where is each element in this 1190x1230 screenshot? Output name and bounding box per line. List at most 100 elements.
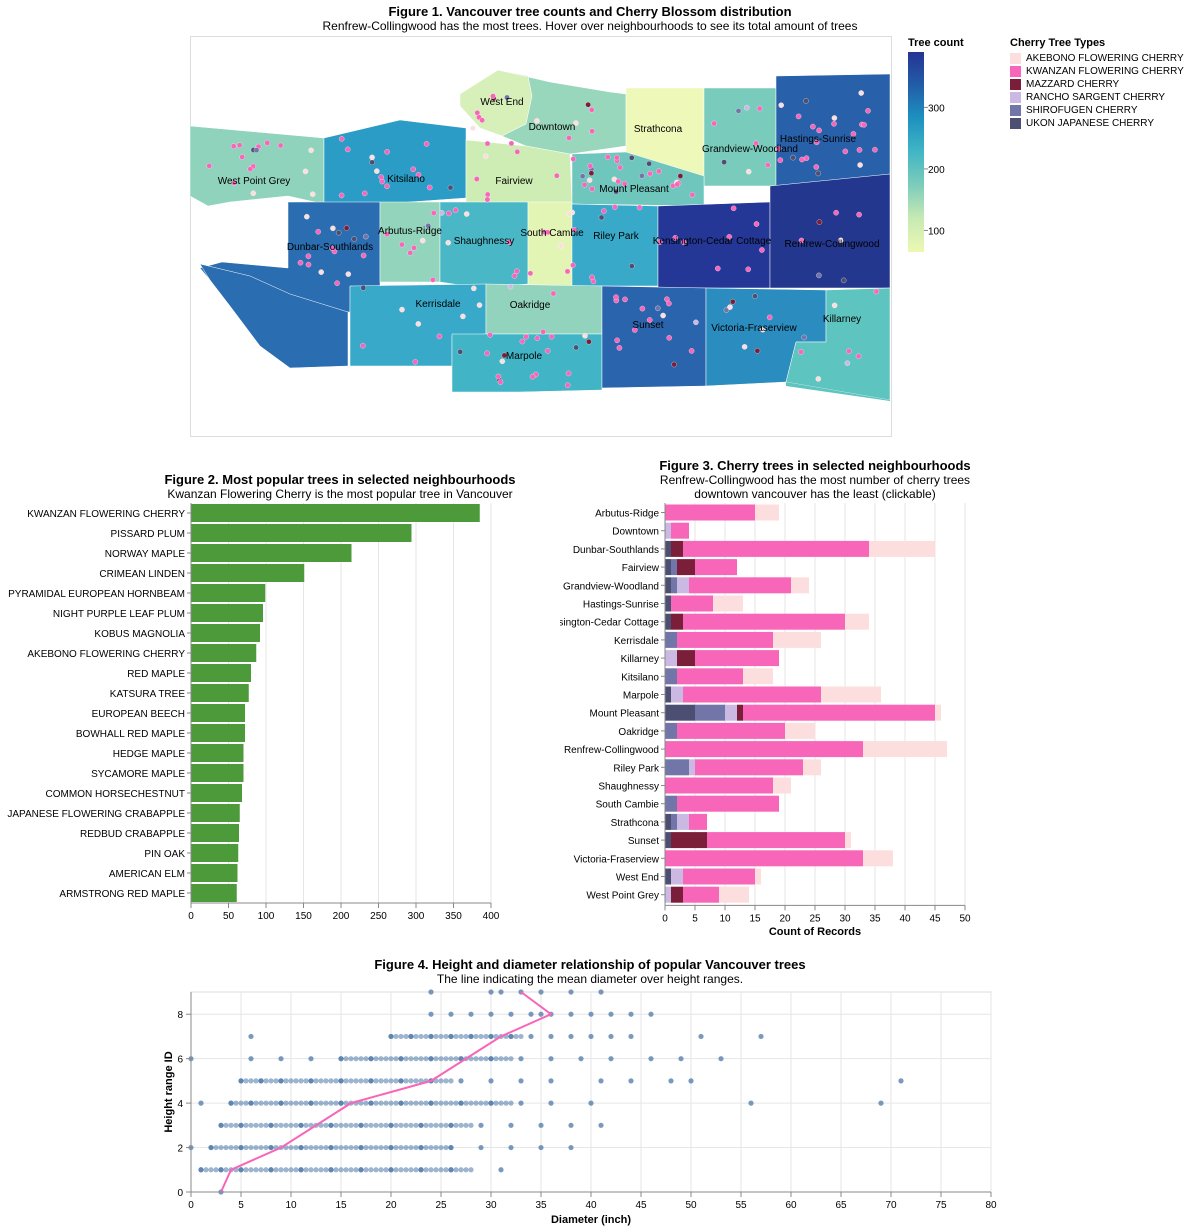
fig3-bar-segment[interactable] [863,850,893,867]
fig3-bar-segment[interactable] [677,559,695,576]
legend-label: AKEBONO FLOWERING CHERRY [1026,53,1184,64]
fig3-bar-segment[interactable] [719,886,749,903]
fig3-bar-segment[interactable] [665,504,755,521]
fig4-point [433,1122,439,1128]
cherry-type-legend-item[interactable]: AKEBONO FLOWERING CHERRY [1010,52,1184,65]
fig4-point [353,1056,359,1062]
fig3-bar-segment[interactable] [689,577,791,594]
cherry-type-legend-item[interactable]: UKON JAPANESE CHERRY [1010,117,1184,130]
fig3-bar-segment[interactable] [671,686,683,703]
fig4-point [448,1078,454,1084]
cherry-tree-dot [660,312,666,319]
fig3-bar-segment[interactable] [665,522,671,539]
region-label-shaughnessy: Shaughnessy [454,236,515,247]
cherry-type-legend-item[interactable]: RANCHO SARGENT CHERRY [1010,91,1184,104]
fig3-bar-segment[interactable] [665,704,695,721]
fig3-bar-segment[interactable] [869,540,935,557]
cherry-tree-dot [813,164,820,170]
fig3-bar-segment[interactable] [707,832,845,849]
fig3-bar-segment[interactable] [671,577,677,594]
fig3-bar-segment[interactable] [665,631,677,648]
fig3-bar-segment[interactable] [683,868,755,885]
cherry-type-legend-item[interactable]: SHIROFUGEN CHERRY [1010,104,1184,117]
fig3-bar-segment[interactable] [677,795,779,812]
fig3-bar-segment[interactable] [671,886,683,903]
fig4-y-axis-label: Height range ID [163,1051,175,1132]
fig3-bar-segment[interactable] [713,595,743,612]
fig3-bar-segment[interactable] [665,595,671,612]
fig3-bar-segment[interactable] [665,613,671,630]
fig3-bar-segment[interactable] [665,650,677,667]
fig3-bar-segment[interactable] [671,540,683,557]
fig3-bar-segment[interactable] [695,650,779,667]
cherry-type-legend-item[interactable]: KWANZAN FLOWERING CHERRY [1010,65,1184,78]
fig3-bar-segment[interactable] [671,522,689,539]
fig3-bar-segment[interactable] [863,741,947,758]
fig3-bar-segment[interactable] [665,795,677,812]
fig3-bar-segment[interactable] [845,832,851,849]
fig3-bar-segment[interactable] [743,668,773,685]
fig3-bar-segment[interactable] [677,577,689,594]
fig4-point [463,1167,469,1173]
fig3-bar-segment[interactable] [671,595,713,612]
fig3-bar-segment[interactable] [683,686,821,703]
fig3-bar-segment[interactable] [671,613,683,630]
fig3-bar-segment[interactable] [677,722,785,739]
fig4-point [293,1100,299,1106]
fig3-bar-segment[interactable] [665,741,863,758]
legend-label: UKON JAPANESE CHERRY [1026,118,1154,129]
fig2-subtitle: Kwanzan Flowering Cherry is the most pop… [167,487,513,501]
fig3-bar-segment[interactable] [773,631,821,648]
fig3-bar-segment[interactable] [665,759,689,776]
fig3-bar-segment[interactable] [665,686,671,703]
fig3-bar-segment[interactable] [665,868,671,885]
fig3-bar-segment[interactable] [677,668,743,685]
fig3-bar-segment[interactable] [737,704,743,721]
fig3-bar-segment[interactable] [689,759,695,776]
cherry-tree-dot [656,168,662,175]
fig3-bar-segment[interactable] [683,540,869,557]
fig3-bar-segment[interactable] [665,722,677,739]
fig3-bar-segment[interactable] [785,722,815,739]
fig3-bar-segment[interactable] [935,704,941,721]
cherry-tree-dot [666,335,672,341]
fig4-point [453,1167,459,1173]
fig3-bar-segment[interactable] [821,686,881,703]
fig3-bar-segment[interactable] [677,650,695,667]
cherry-type-legend-item[interactable]: MAZZARD CHERRY [1010,78,1184,91]
fig3-bar-segment[interactable] [671,559,677,576]
fig3-bar-segment[interactable] [695,704,725,721]
fig3-bar-segment[interactable] [755,868,761,885]
fig4-point [423,1167,429,1173]
fig3-bar-segment[interactable] [665,577,671,594]
fig3-bar-segment[interactable] [677,813,689,830]
fig3-bar-segment[interactable] [683,613,845,630]
fig3-bar-segment[interactable] [689,813,707,830]
fig3-bar-segment[interactable] [845,613,869,630]
fig4-point [283,1122,289,1128]
fig3-bar-segment[interactable] [803,759,821,776]
fig3-bar-segment[interactable] [671,813,677,830]
fig3-bar-segment[interactable] [791,577,809,594]
fig3-bar-segment[interactable] [725,704,737,721]
fig3-bar-segment[interactable] [665,832,671,849]
fig3-bar-segment[interactable] [671,832,707,849]
cherry-tree-dot [445,239,451,246]
fig3-bar-segment[interactable] [695,559,737,576]
fig3-bar-segment[interactable] [671,868,683,885]
fig3-bar-segment[interactable] [695,759,803,776]
fig3-bar-segment[interactable] [665,886,671,903]
fig3-bar-segment[interactable] [665,850,863,867]
fig3-bar-segment[interactable] [773,777,791,794]
cherry-tree-dot [601,208,607,214]
fig3-bar-segment[interactable] [665,540,671,557]
fig3-bar-segment[interactable] [683,886,719,903]
fig3-bar-segment[interactable] [755,504,779,521]
fig3-bar-segment[interactable] [665,813,671,830]
fig3-bar-segment[interactable] [665,559,671,576]
cherry-tree-dot [646,160,652,167]
fig3-bar-segment[interactable] [665,777,773,794]
fig3-bar-segment[interactable] [677,631,773,648]
fig3-bar-segment[interactable] [665,668,677,685]
fig3-bar-segment[interactable] [743,704,935,721]
